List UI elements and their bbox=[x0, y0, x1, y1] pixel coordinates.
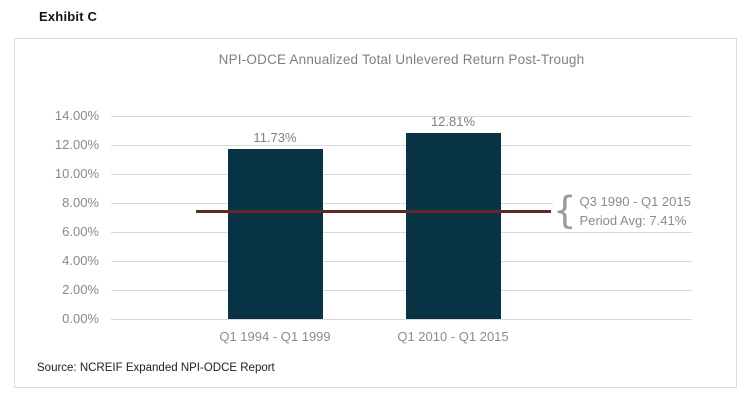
chart-panel: NPI-ODCE Annualized Total Unlevered Retu… bbox=[14, 38, 737, 388]
gridline-0 bbox=[111, 318, 692, 320]
x-axis-category-label: Q1 2010 - Q1 2015 bbox=[397, 329, 509, 344]
plot-area: 0.00% 2.00% 4.00% 6.00% 8.00% 10.00% 12.00% 14.… bbox=[15, 39, 736, 387]
bar-value-label: 11.73% bbox=[253, 130, 297, 145]
y-axis-tick-label: 0.00% bbox=[62, 311, 99, 326]
gridline-6 bbox=[111, 231, 692, 233]
period-average-line bbox=[196, 210, 551, 214]
y-axis-tick-label: 14.00% bbox=[54, 108, 99, 123]
curly-brace-glyph: { bbox=[553, 189, 577, 232]
bar-1 bbox=[227, 149, 323, 319]
y-axis-tick-label: 12.00% bbox=[54, 137, 99, 152]
gridline-12 bbox=[111, 144, 692, 146]
bar-value-label: 12.81% bbox=[430, 114, 476, 129]
x-axis-category-label: Q1 1994 - Q1 1999 bbox=[219, 329, 331, 344]
gridline-4 bbox=[111, 260, 692, 262]
y-axis-tick-label: 2.00% bbox=[62, 282, 99, 297]
gridline-10 bbox=[111, 173, 692, 175]
exhibit-label: Exhibit C bbox=[39, 9, 98, 24]
gridline-8 bbox=[111, 202, 692, 204]
y-axis-tick-label: 10.00% bbox=[54, 166, 99, 181]
bar-2 bbox=[405, 133, 501, 319]
average-line-annotation: { Q3 1990 - Q1 2015 Period Avg: 7.41% bbox=[553, 190, 694, 232]
gridline-2 bbox=[111, 289, 692, 291]
chart-title: NPI-ODCE Annualized Total Unlevered Retu… bbox=[218, 52, 585, 67]
average-value-label: Period Avg: 7.41% bbox=[579, 213, 687, 228]
y-axis-tick-label: 8.00% bbox=[62, 195, 99, 210]
source-note: Source: NCREIF Expanded NPI-ODCE Report bbox=[37, 362, 275, 374]
average-line-label: Q3 1990 - Q1 2015 Period Avg: 7.41% bbox=[580, 192, 691, 230]
gridline-14 bbox=[111, 115, 692, 117]
average-period-label: Q3 1990 - Q1 2015 bbox=[579, 194, 691, 209]
y-axis-tick-label: 4.00% bbox=[62, 253, 99, 268]
y-axis-tick-label: 6.00% bbox=[62, 224, 99, 239]
